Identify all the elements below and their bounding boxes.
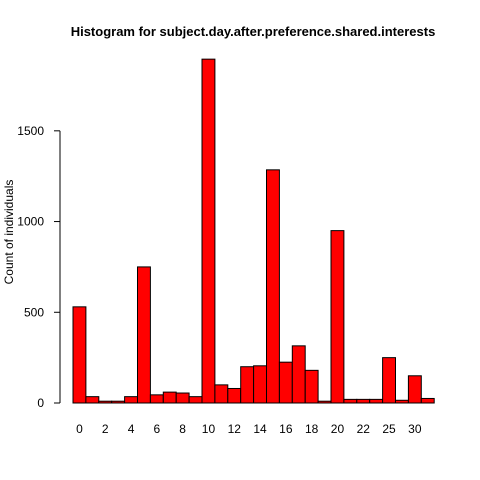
bar-2	[98, 400, 113, 404]
bar-7	[162, 391, 177, 404]
bar-1	[85, 396, 100, 404]
x-tick-label: 18	[305, 422, 319, 436]
bar-17	[291, 345, 306, 404]
bar-8	[175, 392, 190, 404]
y-tick-label: 0	[37, 396, 44, 410]
bar-10	[201, 58, 216, 404]
x-tick-label: 6	[154, 422, 161, 436]
bar-15	[266, 169, 280, 404]
x-axis: 0 2 4 6 8 10 12 14 16 18 20 22 25 30	[76, 422, 422, 436]
y-tick-label: 1500	[17, 124, 44, 138]
x-tick-label: 22	[357, 422, 371, 436]
x-tick-label: 0	[76, 422, 83, 436]
x-tick-label: 20	[331, 422, 345, 436]
y-axis-label: Count of individuals	[2, 180, 16, 285]
x-tick-label: 16	[279, 422, 293, 436]
x-tick-label: 25	[382, 422, 396, 436]
bar-9	[188, 396, 203, 404]
bar-12	[227, 387, 242, 404]
bar-18	[304, 369, 319, 404]
bar-20	[330, 230, 345, 404]
bar-6	[149, 394, 164, 404]
bar-5	[137, 266, 151, 404]
bar-19	[317, 400, 332, 404]
y-tick-label: 500	[24, 305, 44, 319]
bar-22	[356, 398, 371, 404]
bar-40	[420, 397, 435, 404]
bar-16	[278, 361, 293, 404]
bar-13	[240, 366, 255, 404]
bar-11	[214, 384, 229, 404]
x-tick-label: 2	[102, 422, 109, 436]
bar-3	[111, 400, 126, 404]
y-axis: 0 500 1000 1500	[17, 124, 61, 410]
bar-0	[72, 306, 87, 404]
bar-21	[343, 398, 358, 404]
bar-25	[382, 357, 397, 404]
bar-30	[407, 375, 422, 404]
x-tick-label: 8	[179, 422, 186, 436]
x-tick-label: 4	[128, 422, 135, 436]
x-tick-label: 10	[202, 422, 216, 436]
bar-29	[395, 399, 409, 404]
y-tick-label: 1000	[17, 215, 44, 229]
bar-23	[369, 398, 384, 404]
x-tick-label: 30	[408, 422, 422, 436]
bar-4	[124, 396, 138, 404]
x-tick-label: 12	[228, 422, 242, 436]
chart-title: Histogram for subject.day.after.preferen…	[71, 24, 436, 39]
x-tick-label: 14	[253, 422, 267, 436]
bar-14	[253, 365, 268, 404]
bars-group	[72, 58, 435, 404]
